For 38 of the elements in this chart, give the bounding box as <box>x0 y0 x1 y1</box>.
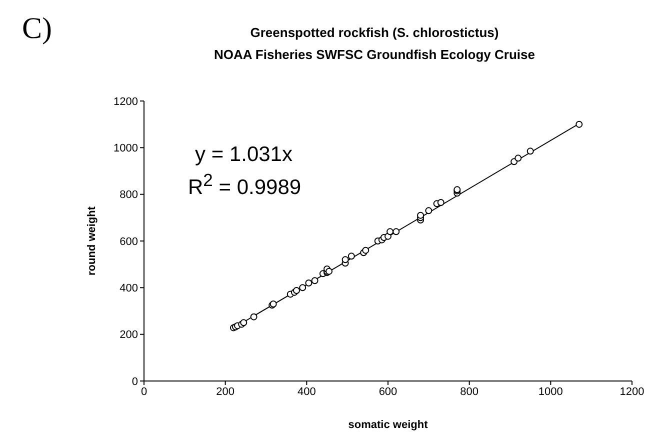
y-tick-label: 1000 <box>114 142 138 155</box>
x-tick-label: 800 <box>460 386 479 398</box>
point <box>293 286 300 294</box>
x-tick-label: 600 <box>378 386 398 398</box>
point <box>326 268 333 275</box>
y-tick-label: 400 <box>120 282 138 295</box>
point <box>386 228 394 236</box>
y-tick-label: 800 <box>120 189 138 202</box>
y-tick-label: 0 <box>132 376 138 388</box>
point <box>311 277 318 284</box>
x-tick-label: 0 <box>140 386 148 398</box>
y-axis-title: round weight <box>86 206 98 276</box>
point <box>305 280 312 286</box>
chart-title: Greenspotted rockfish (S. chlorostictus) <box>249 24 500 42</box>
point <box>576 120 583 128</box>
x-tick-label: 200 <box>216 386 235 398</box>
y-tick-label: 600 <box>120 236 138 248</box>
chart-subtitle: NOAA Fisheries SWFSC Groundfish Ecology Cruise <box>213 46 536 64</box>
x-tick-label: 400 <box>297 386 316 398</box>
point <box>348 252 355 260</box>
x-axis-title: somatic weight <box>347 419 429 431</box>
annotation: R$^{2}$ = 0.9989 <box>188 170 302 200</box>
x-tick-label: 1000 <box>538 386 563 398</box>
point <box>362 246 370 254</box>
y-tick-label: 1200 <box>114 96 138 108</box>
point <box>514 154 522 162</box>
point <box>299 284 306 292</box>
x-tick-label: 1200 <box>620 386 644 398</box>
annotation: y = 1.031x <box>195 143 292 167</box>
point <box>342 256 349 264</box>
y-tick-label: 200 <box>120 329 138 342</box>
point <box>437 199 444 206</box>
point <box>392 228 400 236</box>
point <box>250 313 258 320</box>
point <box>526 148 534 155</box>
point <box>425 207 432 214</box>
text: C) <box>22 12 52 46</box>
point <box>417 212 424 219</box>
